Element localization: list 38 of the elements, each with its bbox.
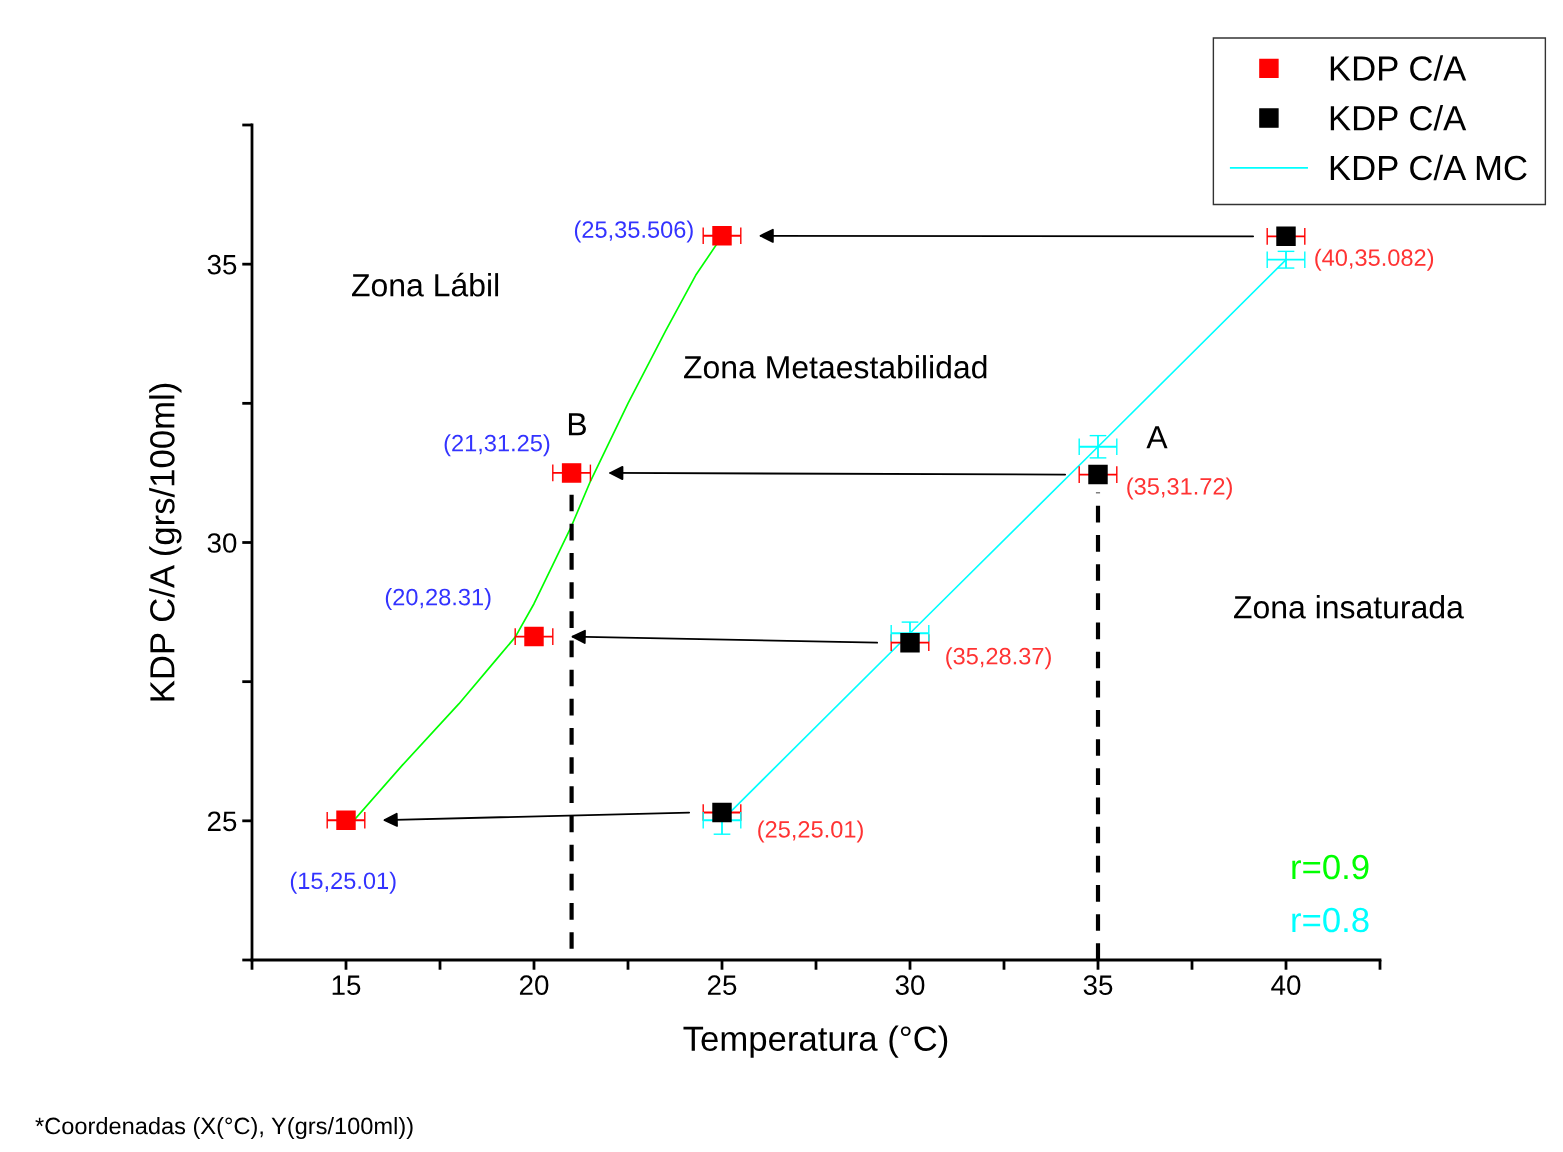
annotation: (20,28.31) bbox=[385, 588, 491, 611]
text: *Coordenadas (X(°C), Y(grs/100ml)) bbox=[35, 1116, 413, 1140]
annotation: B bbox=[568, 413, 586, 436]
y-tick-label: 35 bbox=[207, 254, 237, 275]
point bbox=[336, 810, 356, 830]
y-tick-label: 30 bbox=[207, 533, 237, 553]
legend-label: KDP C/A MC bbox=[1330, 154, 1527, 181]
annotation: (35,31.72) bbox=[1127, 477, 1232, 500]
annotation: r=0.9 bbox=[1292, 854, 1369, 880]
annotation: (35,28.37) bbox=[946, 647, 1051, 670]
point bbox=[900, 632, 920, 653]
annotation: (25,25.01) bbox=[758, 820, 863, 843]
annotation: Zona Lábil bbox=[352, 272, 499, 297]
x-axis-title: Temperatura (°C) bbox=[683, 1025, 948, 1058]
annotation: A bbox=[1146, 426, 1168, 449]
x-tick-label: 40 bbox=[1271, 975, 1301, 995]
point bbox=[1088, 464, 1108, 485]
point bbox=[712, 802, 732, 823]
point bbox=[561, 463, 582, 483]
point bbox=[712, 226, 732, 246]
point bbox=[524, 626, 544, 647]
y-tick-label: 25 bbox=[207, 811, 237, 832]
annotation: (25,35.506) bbox=[574, 220, 693, 243]
annotation: (21,31.25) bbox=[444, 434, 550, 457]
annotation: (40,35.082) bbox=[1315, 248, 1434, 271]
x-tick-label: 35 bbox=[1083, 975, 1113, 995]
x-tick-label: 20 bbox=[519, 975, 549, 995]
annotation: r=0.8 bbox=[1292, 907, 1369, 933]
legend-label: KDP C/A bbox=[1330, 55, 1467, 81]
annotation: (15,25.01) bbox=[290, 871, 396, 894]
x-tick-label: 30 bbox=[895, 975, 925, 995]
y-axis-title: KDP C/A (grs/100ml) bbox=[149, 383, 182, 701]
annotation: Zona insaturada bbox=[1234, 595, 1464, 619]
x-tick-label: 15 bbox=[332, 975, 361, 995]
x-tick-label: 25 bbox=[707, 975, 737, 995]
point bbox=[1276, 226, 1296, 247]
legend-label: KDP C/A bbox=[1330, 105, 1467, 131]
annotation: Zona Metaestabilidad bbox=[684, 355, 987, 379]
